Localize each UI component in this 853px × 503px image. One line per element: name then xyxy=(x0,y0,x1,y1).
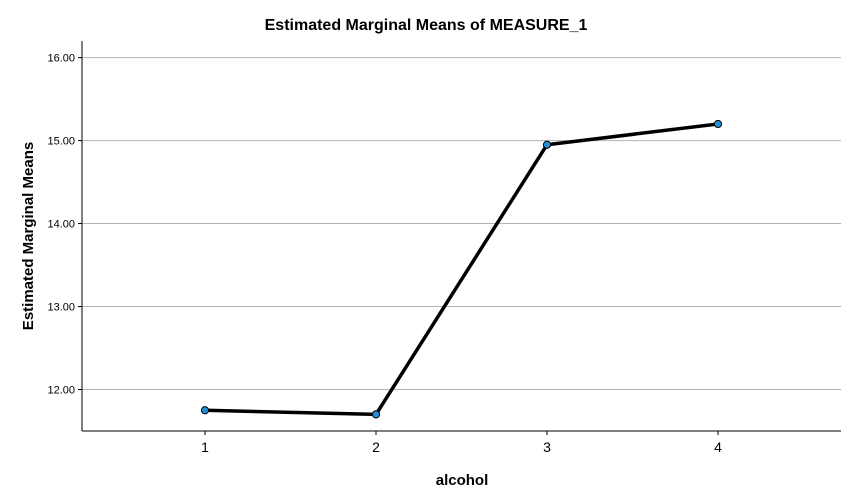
y-tick-labels: 12.00 13.00 14.00 15.00 16.00 xyxy=(47,53,82,397)
data-point xyxy=(200,406,210,415)
x-tick-labels: 1 2 3 4 xyxy=(201,431,722,455)
x-axis-title: alcohol xyxy=(436,472,489,489)
y-tick-label: 15.00 xyxy=(47,136,75,148)
gridlines xyxy=(82,57,841,391)
series-line xyxy=(203,122,720,417)
y-tick-label: 16.00 xyxy=(47,53,75,65)
data-point xyxy=(542,140,552,149)
data-point xyxy=(371,410,381,419)
y-tick-label: 12.00 xyxy=(47,385,75,397)
chart-title: Estimated Marginal Means of MEASURE_1 xyxy=(265,17,588,34)
x-tick-label: 1 xyxy=(201,439,209,455)
y-tick-label: 14.00 xyxy=(47,219,75,231)
x-tick-label: 4 xyxy=(714,439,722,455)
x-tick-label: 3 xyxy=(543,439,551,455)
y-axis-title: Estimated Marginal Means xyxy=(20,142,37,330)
data-point xyxy=(713,119,723,129)
data-points xyxy=(200,119,723,419)
x-tick-label: 2 xyxy=(372,439,380,455)
y-tick-label: 13.00 xyxy=(47,302,75,314)
